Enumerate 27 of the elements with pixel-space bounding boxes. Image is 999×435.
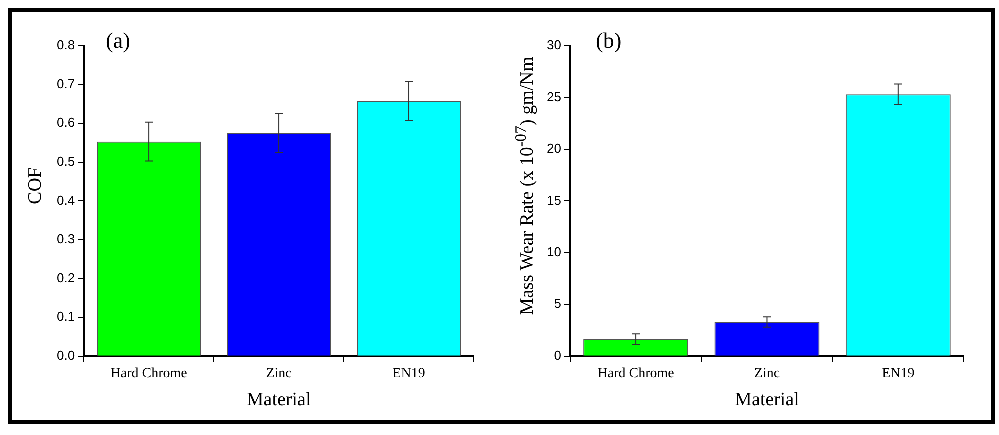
y-tick-label: 5: [554, 296, 562, 312]
x-tick-label: EN19: [882, 366, 915, 382]
y-tick-label: 0.2: [56, 270, 76, 286]
chart-title: (b): [596, 28, 622, 54]
chart-title: (a): [106, 28, 130, 54]
y-tick-label: 0.1: [56, 309, 76, 324]
y-tick-label: 0.7: [56, 76, 76, 92]
x-tick-label: Zinc: [754, 366, 780, 382]
y-tick-label: 0.5: [56, 154, 76, 169]
x-tick-label: Hard Chrome: [110, 366, 188, 382]
x-tick-label: EN19: [392, 366, 426, 382]
y-tick-label: 15: [546, 192, 562, 208]
y-axis-title: COF: [25, 168, 47, 204]
y-tick-label: 0.6: [56, 115, 76, 130]
x-tick-label: Zinc: [266, 366, 292, 382]
y-tick-label: 10: [546, 244, 562, 260]
x-tick-label: Hard Chrome: [598, 366, 674, 382]
y-tick-label: 0.4: [56, 192, 76, 208]
x-axis-title: Material: [735, 390, 800, 411]
y-tick-label: 0.0: [56, 348, 76, 363]
y-tick-label: 25: [546, 89, 562, 104]
y-tick-label: 0.3: [56, 232, 76, 247]
y-tick-label: 30: [546, 38, 562, 53]
y-tick-label: 0.8: [56, 38, 76, 53]
y-tick-label: 0: [554, 348, 562, 363]
x-axis-title: Material: [246, 390, 312, 411]
y-tick-label: 20: [546, 141, 562, 156]
